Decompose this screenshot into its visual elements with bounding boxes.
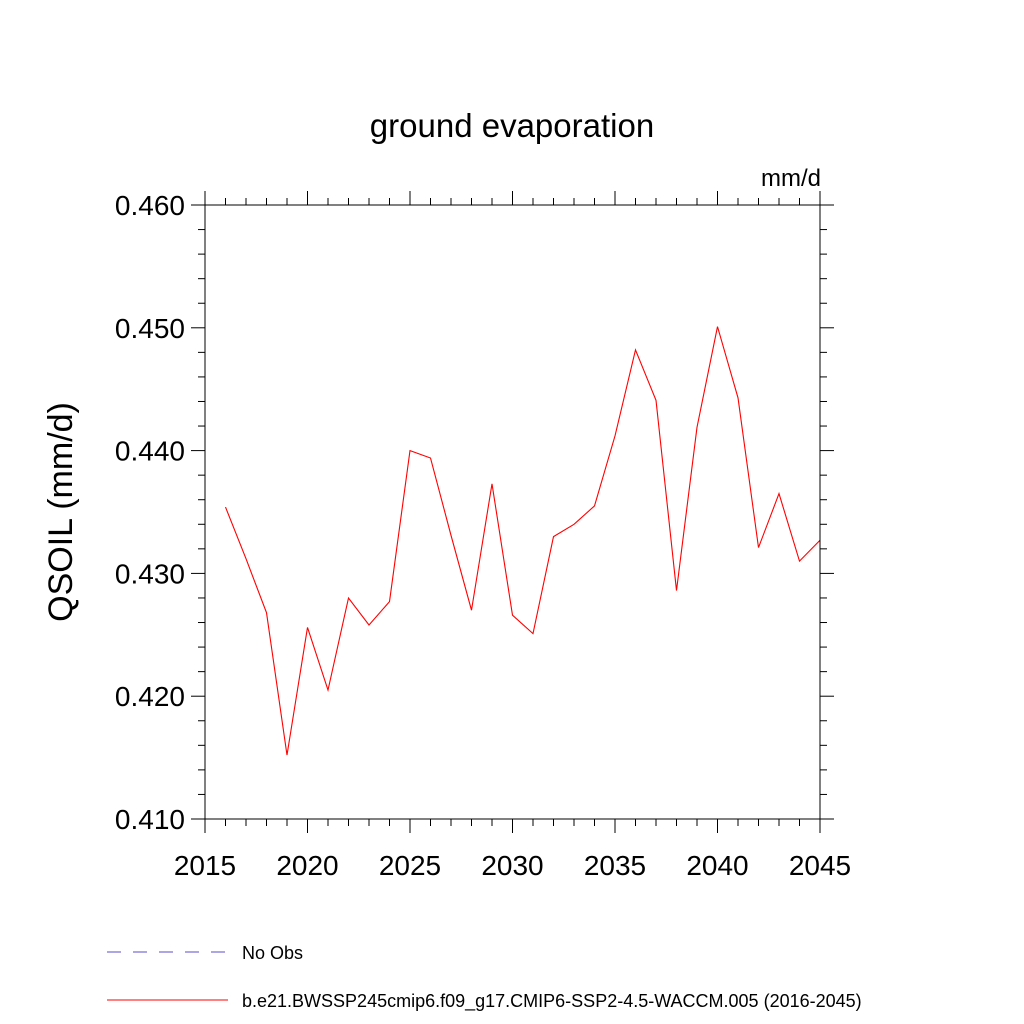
plot-frame [204,204,821,820]
x-tick-label: 2020 [276,850,338,881]
series-layer [224,326,821,756]
x-tick-label: 2030 [481,850,543,881]
chart-title: ground evaporation [370,107,654,144]
units-label: mm/d [761,165,821,192]
y-tick-label: 0.450 [115,313,185,344]
y-axis-title: QSOIL (mm/d) [42,402,80,622]
legend: No Obs b.e21.BWSSP245cmip6.f09_g17.CMIP6-… [107,943,862,1012]
x-tick-labels: 2015 2020 2025 2030 2035 2040 2045 [174,850,851,881]
x-tick-label: 2015 [174,850,236,881]
x-tick-label: 2045 [789,850,851,881]
y-tick-label: 0.440 [115,436,185,467]
legend-label: b.e21.BWSSP245cmip6.f09_g17.CMIP6-SSP2-4… [242,991,862,1012]
y-tick-label: 0.420 [115,681,185,712]
legend-label: No Obs [242,943,303,963]
series-line [224,326,821,756]
x-tick-label: 2025 [379,850,441,881]
y-tick-label: 0.410 [115,804,185,835]
y-tick-label: 0.460 [115,190,185,221]
x-tick-label: 2040 [686,850,748,881]
y-tick-labels: 0.410 0.420 0.430 0.440 0.450 0.460 [115,190,185,835]
axis-ticks [191,191,834,833]
x-tick-label: 2035 [584,850,646,881]
y-tick-label: 0.430 [115,558,185,589]
